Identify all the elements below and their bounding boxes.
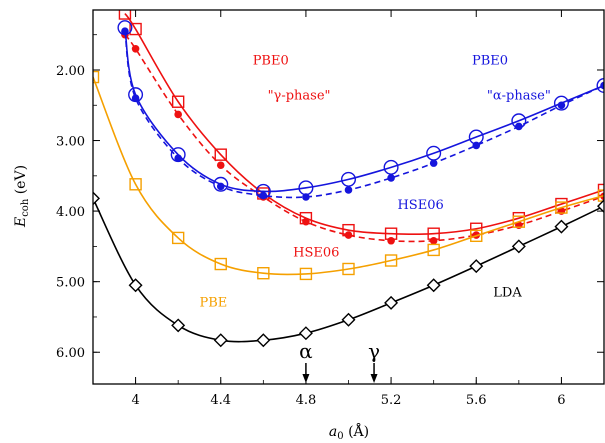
series-lda [93,191,604,348]
y-axis-title: Ecoh (eV) [13,165,31,228]
x-tick-label-5: 6 [557,393,565,408]
y-tick-label-3: 5.00 [56,276,85,291]
data-point-pbe-0 [93,70,100,84]
data-point-hse06_alpha-12 [600,81,604,90]
data-point-pbe-12 [597,189,604,202]
data-point-hse06_alpha-8 [429,159,438,167]
y-axis-title-sub: coh [20,198,31,217]
label-pbe0_alpha: PBE0 [472,53,508,68]
data-point-lda-3 [213,333,228,348]
x-axis-title-sub: 0 [337,431,343,442]
data-point-pbe-7 [384,254,398,267]
marker-label-alpha: α [299,339,313,363]
y-tick-label-0: 2.00 [56,64,85,79]
data-point-hse06_gamma-3 [216,161,225,170]
data-point-lda-5 [298,326,313,341]
data-point-hse06_alpha-1 [131,94,140,103]
data-point-lda-9 [469,259,484,274]
data-point-pbe0_alpha-12 [596,78,604,94]
data-point-pbe-8 [427,243,440,257]
data-point-lda-0 [93,191,100,206]
label-hse06_gamma: HSE06 [293,245,339,260]
series-line-pbe0_gamma [124,13,604,236]
data-point-hse06_alpha-9 [472,141,481,150]
data-point-hse06_gamma-8 [429,236,438,245]
label-lda: LDA [493,285,522,300]
marker-arrow-head-alpha [302,374,310,383]
label-pbe: PBE [199,295,227,310]
series-hse06_alpha [121,27,604,201]
series-line-pbe0_alpha [124,27,604,193]
data-point-lda-1 [128,278,143,293]
data-point-pbe-5 [299,267,313,281]
data-point-lda-11 [554,219,569,234]
data-point-pbe0_gamma-0 [118,10,132,20]
x-tick-label-4: 5.6 [466,393,487,408]
data-point-pbe-4 [257,267,270,280]
data-point-hse06_alpha-0 [121,27,129,35]
x-axis-title-unit: (Å) [344,422,369,440]
data-point-hse06_alpha-4 [259,191,268,200]
x-axis-title-main: a [329,424,337,440]
label-gamma_phase: "γ-phase" [268,89,331,104]
label-hse06_alpha: HSE06 [397,198,443,213]
marker-arrow-head-gamma [370,374,378,383]
x-tick-label-0: 4 [131,393,139,408]
annotation-layer: PBE0 "γ-phase" PBE0 "α-phase" HSE06 HSE06 PBE L… [199,53,550,310]
data-point-pbe-2 [171,231,185,245]
data-point-pbe0_alpha-11 [553,95,569,111]
data-point-pbe0_gamma-1 [129,22,142,36]
data-point-lda-10 [511,239,526,254]
data-point-pbe-9 [470,229,483,243]
series-pbe0_alpha [117,20,604,199]
data-point-hse06_alpha-5 [302,193,310,201]
data-point-pbe-3 [214,257,227,271]
data-point-lda-7 [384,295,399,310]
y-tick-label-4: 6.00 [56,346,85,361]
x-tick-label-1: 4.4 [210,393,231,408]
data-point-hse06_gamma-2 [174,110,182,119]
data-point-pbe-1 [129,178,142,191]
y-axis-title-unit: (eV) [13,165,29,199]
data-point-pbe-10 [512,215,526,228]
data-point-lda-4 [256,333,271,348]
x-axis-title: a0 (Å) [329,422,369,442]
label-pbe0_gamma: PBE0 [253,53,289,68]
series-pbe [93,70,604,281]
y-tick-label-2: 4.00 [56,205,85,220]
y-axis-title-main: E [13,217,29,228]
data-point-lda-12 [597,199,604,214]
axes-layer: 4 4.4 4.8 5.2 5.6 6 2.00 3.00 4.00 5.00 6.00 α γ [56,9,605,408]
series-layer [93,10,604,348]
marker-label-gamma: γ [368,339,380,363]
y-tick-label-1: 3.00 [56,135,85,150]
data-point-hse06_alpha-7 [387,174,395,182]
data-point-pbe0_gamma-3 [214,148,227,161]
data-point-lda-6 [341,312,356,327]
data-point-lda-8 [426,278,441,293]
data-point-pbe-11 [555,201,568,214]
data-point-hse06_alpha-3 [216,182,225,191]
data-point-hse06_gamma-1 [131,45,140,53]
data-point-hse06_alpha-2 [174,154,182,162]
data-point-hse06_gamma-6 [344,231,353,239]
data-point-pbe0_gamma-2 [171,95,185,108]
data-point-pbe0_alpha-3 [213,176,229,192]
data-point-pbe-6 [342,262,355,276]
data-point-hse06_alpha-10 [515,122,523,131]
x-tick-label-2: 4.8 [296,393,317,408]
data-point-hse06_alpha-6 [344,186,353,194]
label-alpha_phase: "α-phase" [487,89,551,104]
data-point-hse06_gamma-7 [387,236,395,245]
data-point-hse06_alpha-11 [557,101,566,110]
data-point-hse06_gamma-5 [302,217,310,226]
data-point-lda-2 [171,318,186,333]
x-tick-label-3: 5.2 [381,393,402,408]
